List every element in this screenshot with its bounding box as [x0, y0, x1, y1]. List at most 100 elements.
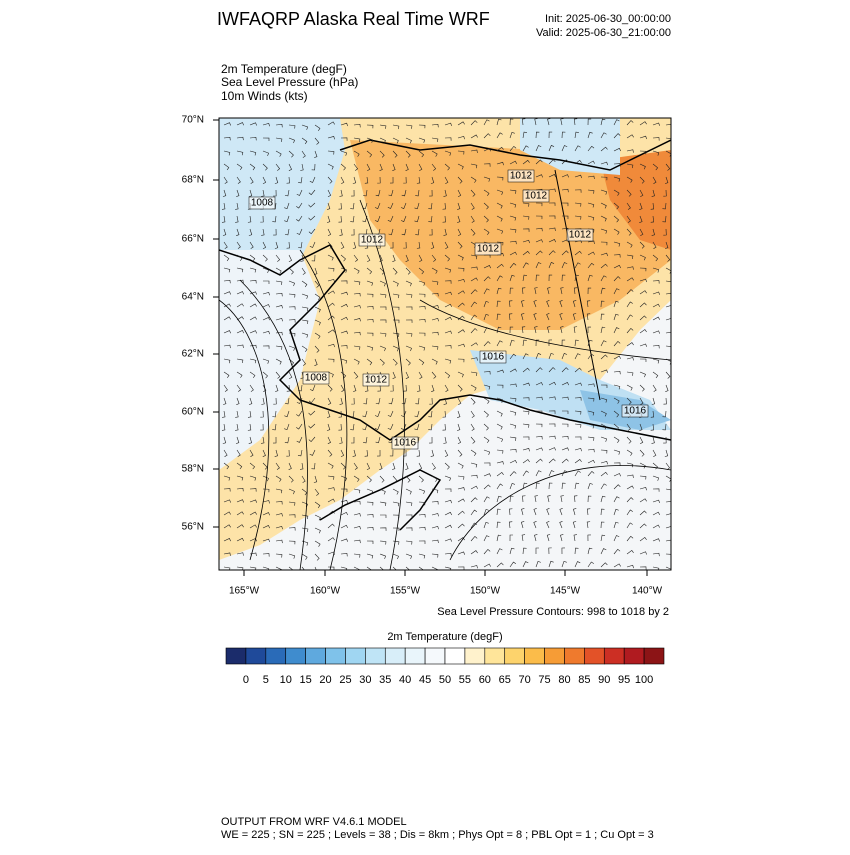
wind-barb	[665, 150, 671, 157]
wind-barb	[351, 397, 355, 405]
wind-barb	[548, 188, 556, 193]
wind-barb	[561, 458, 569, 464]
wind-barb	[392, 358, 398, 366]
wind-barb	[665, 345, 671, 347]
wind-barb	[314, 358, 318, 366]
wind-barb	[416, 176, 421, 184]
wind-barb	[561, 159, 569, 165]
wind-barb	[613, 119, 620, 126]
lon-label: 145°W	[550, 586, 581, 597]
wind-barb	[665, 280, 671, 283]
wind-barb	[587, 482, 593, 490]
wind-barb	[521, 508, 525, 516]
wind-barb	[296, 215, 303, 222]
wind-barb	[314, 280, 320, 288]
wind-barb	[366, 475, 372, 483]
wind-barb	[586, 300, 591, 308]
wind-barb	[626, 423, 631, 431]
wind-barb	[392, 293, 400, 299]
wind-barb	[236, 150, 244, 156]
wind-barb	[392, 553, 399, 560]
wind-barb	[314, 488, 320, 496]
wind-barb	[600, 449, 608, 454]
wind-barb	[546, 313, 550, 321]
wind-barb	[496, 202, 503, 209]
lon-label: 150°W	[470, 586, 501, 597]
wind-barb	[388, 228, 394, 236]
wind-barb	[379, 514, 387, 519]
wind-barb	[456, 215, 461, 223]
wind-barb	[483, 563, 491, 568]
wind-barb	[223, 538, 231, 542]
wind-barb	[483, 449, 491, 455]
wind-barb	[546, 534, 551, 542]
wind-barb	[470, 163, 478, 169]
contour-label-box	[479, 350, 507, 364]
wind-barb	[559, 521, 563, 529]
wind-barb	[509, 368, 517, 373]
colorbar-label: 90	[598, 674, 610, 686]
wind-barb	[288, 527, 296, 531]
wind-barb	[431, 331, 439, 336]
wind-barb	[405, 501, 413, 507]
wind-barb	[548, 381, 556, 386]
wind-barb	[600, 146, 608, 152]
wind-barb	[366, 254, 371, 262]
field-label: 10m Winds (kts)	[221, 89, 308, 103]
colorbar-swatch	[384, 647, 406, 665]
colorbar-swatch	[564, 647, 585, 665]
wind-barb	[262, 163, 268, 171]
wind-barb	[273, 397, 277, 405]
wind-barb	[613, 276, 621, 282]
wind-barb	[275, 462, 280, 470]
wind-barb	[470, 449, 477, 457]
wind-barb	[352, 449, 356, 457]
wind-barb	[509, 547, 515, 555]
wind-barb	[236, 475, 244, 481]
wind-barb	[236, 488, 244, 492]
wind-barb	[405, 475, 411, 483]
wind-barb	[236, 499, 244, 503]
wind-barb	[431, 345, 439, 350]
wind-barb	[613, 563, 621, 568]
wind-barb	[442, 202, 446, 210]
wind-barb	[327, 566, 335, 570]
contour-label-box	[302, 371, 330, 385]
wind-barb	[535, 382, 543, 386]
wind-barb	[639, 498, 647, 503]
wind-barb	[288, 280, 295, 287]
wind-barb	[587, 410, 595, 416]
wind-barb	[574, 202, 582, 207]
wind-barb	[561, 174, 569, 178]
wind-barb	[600, 508, 605, 516]
wind-barb	[613, 228, 620, 235]
wind-barb	[442, 423, 446, 431]
wind-barb	[301, 527, 309, 533]
wind-barb	[651, 436, 655, 444]
wind-barb	[431, 371, 437, 379]
colorbar-swatch	[345, 647, 366, 665]
wind-barb	[338, 423, 342, 431]
wind-barb	[522, 470, 529, 477]
wind-barb	[483, 163, 491, 167]
wind-barb	[297, 449, 303, 457]
wind-barb	[340, 384, 345, 392]
wind-barb	[223, 122, 231, 126]
wind-barb	[639, 215, 643, 223]
wind-barb	[470, 565, 478, 569]
wind-barb	[470, 536, 478, 542]
wind-barb	[470, 176, 477, 183]
wind-barb	[600, 483, 607, 490]
wind-barb	[353, 525, 361, 530]
wind-barb	[248, 436, 252, 444]
wind-barb	[561, 423, 569, 428]
wind-barb	[613, 176, 621, 182]
wind-barb	[387, 215, 394, 222]
wind-barb	[559, 313, 563, 321]
wind-barb	[430, 449, 434, 457]
wind-barb	[444, 524, 452, 529]
wind-barb	[651, 397, 656, 405]
wind-barb	[626, 215, 631, 223]
wind-barb	[340, 449, 345, 457]
wind-barb	[418, 514, 426, 518]
